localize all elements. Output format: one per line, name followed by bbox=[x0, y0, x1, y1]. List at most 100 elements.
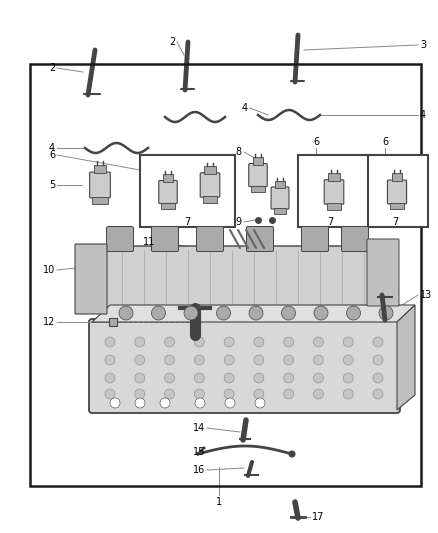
Circle shape bbox=[314, 355, 323, 365]
FancyBboxPatch shape bbox=[342, 227, 368, 252]
FancyBboxPatch shape bbox=[301, 227, 328, 252]
Circle shape bbox=[282, 306, 296, 320]
Circle shape bbox=[379, 306, 393, 320]
Circle shape bbox=[224, 389, 234, 399]
Text: 4: 4 bbox=[242, 103, 248, 113]
Circle shape bbox=[343, 337, 353, 347]
Circle shape bbox=[184, 306, 198, 320]
Bar bbox=[203, 196, 217, 203]
Text: 2: 2 bbox=[169, 37, 175, 47]
Circle shape bbox=[289, 451, 295, 457]
Circle shape bbox=[314, 389, 323, 399]
Text: 12: 12 bbox=[42, 317, 55, 327]
Circle shape bbox=[224, 337, 234, 347]
Text: 11: 11 bbox=[143, 237, 155, 247]
Circle shape bbox=[284, 355, 293, 365]
Circle shape bbox=[135, 398, 145, 408]
Bar bbox=[275, 181, 285, 188]
FancyBboxPatch shape bbox=[388, 180, 406, 204]
FancyBboxPatch shape bbox=[106, 227, 134, 252]
FancyBboxPatch shape bbox=[197, 227, 223, 252]
Circle shape bbox=[343, 355, 353, 365]
Text: 8: 8 bbox=[236, 147, 242, 157]
Bar bbox=[390, 203, 404, 209]
Bar bbox=[161, 203, 175, 208]
Text: 6: 6 bbox=[313, 137, 319, 147]
Circle shape bbox=[135, 389, 145, 399]
Circle shape bbox=[216, 306, 230, 320]
Circle shape bbox=[194, 355, 205, 365]
Circle shape bbox=[373, 355, 383, 365]
Text: 13: 13 bbox=[420, 290, 432, 300]
Text: 1: 1 bbox=[216, 497, 222, 507]
Circle shape bbox=[110, 398, 120, 408]
Circle shape bbox=[343, 389, 353, 399]
Text: 10: 10 bbox=[43, 265, 55, 275]
Circle shape bbox=[105, 389, 115, 399]
Circle shape bbox=[249, 306, 263, 320]
Circle shape bbox=[255, 398, 265, 408]
Circle shape bbox=[194, 373, 205, 383]
Circle shape bbox=[105, 373, 115, 383]
Bar bbox=[140, 155, 235, 227]
FancyBboxPatch shape bbox=[90, 172, 110, 198]
Text: 7: 7 bbox=[184, 217, 190, 227]
FancyBboxPatch shape bbox=[152, 227, 179, 252]
Circle shape bbox=[165, 355, 175, 365]
Bar bbox=[30, 64, 421, 486]
Circle shape bbox=[373, 337, 383, 347]
Circle shape bbox=[284, 389, 293, 399]
Text: 5: 5 bbox=[49, 180, 55, 190]
Bar bbox=[298, 155, 370, 227]
Bar bbox=[205, 166, 215, 174]
Circle shape bbox=[195, 398, 205, 408]
FancyBboxPatch shape bbox=[75, 244, 107, 314]
Circle shape bbox=[194, 389, 205, 399]
Bar bbox=[328, 173, 339, 181]
FancyBboxPatch shape bbox=[247, 227, 273, 252]
Bar bbox=[163, 174, 173, 182]
FancyBboxPatch shape bbox=[80, 246, 394, 310]
FancyBboxPatch shape bbox=[200, 173, 220, 197]
Circle shape bbox=[373, 389, 383, 399]
Circle shape bbox=[135, 373, 145, 383]
Circle shape bbox=[225, 398, 235, 408]
Circle shape bbox=[165, 389, 175, 399]
Circle shape bbox=[343, 373, 353, 383]
Text: 9: 9 bbox=[236, 217, 242, 227]
Text: 6: 6 bbox=[49, 150, 55, 160]
FancyBboxPatch shape bbox=[367, 239, 399, 306]
Circle shape bbox=[254, 373, 264, 383]
Polygon shape bbox=[397, 305, 415, 410]
Text: 15: 15 bbox=[193, 447, 205, 457]
Text: 14: 14 bbox=[193, 423, 205, 433]
Text: 7: 7 bbox=[327, 217, 333, 227]
Text: 16: 16 bbox=[193, 465, 205, 475]
Circle shape bbox=[314, 337, 323, 347]
Circle shape bbox=[224, 373, 234, 383]
Text: 2: 2 bbox=[49, 63, 55, 73]
Bar bbox=[109, 318, 117, 326]
Circle shape bbox=[105, 337, 115, 347]
Circle shape bbox=[284, 337, 293, 347]
Circle shape bbox=[254, 355, 264, 365]
Text: 3: 3 bbox=[420, 40, 426, 50]
Circle shape bbox=[135, 337, 145, 347]
Circle shape bbox=[194, 337, 205, 347]
Circle shape bbox=[105, 355, 115, 365]
Text: 7: 7 bbox=[392, 217, 398, 227]
Bar bbox=[251, 185, 265, 191]
FancyBboxPatch shape bbox=[159, 181, 177, 204]
Bar bbox=[253, 157, 263, 165]
FancyBboxPatch shape bbox=[271, 187, 289, 209]
FancyBboxPatch shape bbox=[89, 319, 400, 413]
FancyBboxPatch shape bbox=[249, 164, 267, 187]
Bar bbox=[92, 197, 108, 204]
Circle shape bbox=[165, 373, 175, 383]
Bar bbox=[273, 208, 286, 214]
FancyBboxPatch shape bbox=[324, 180, 344, 204]
Bar bbox=[368, 155, 428, 227]
Circle shape bbox=[254, 389, 264, 399]
Circle shape bbox=[165, 337, 175, 347]
Text: 6: 6 bbox=[382, 137, 388, 147]
